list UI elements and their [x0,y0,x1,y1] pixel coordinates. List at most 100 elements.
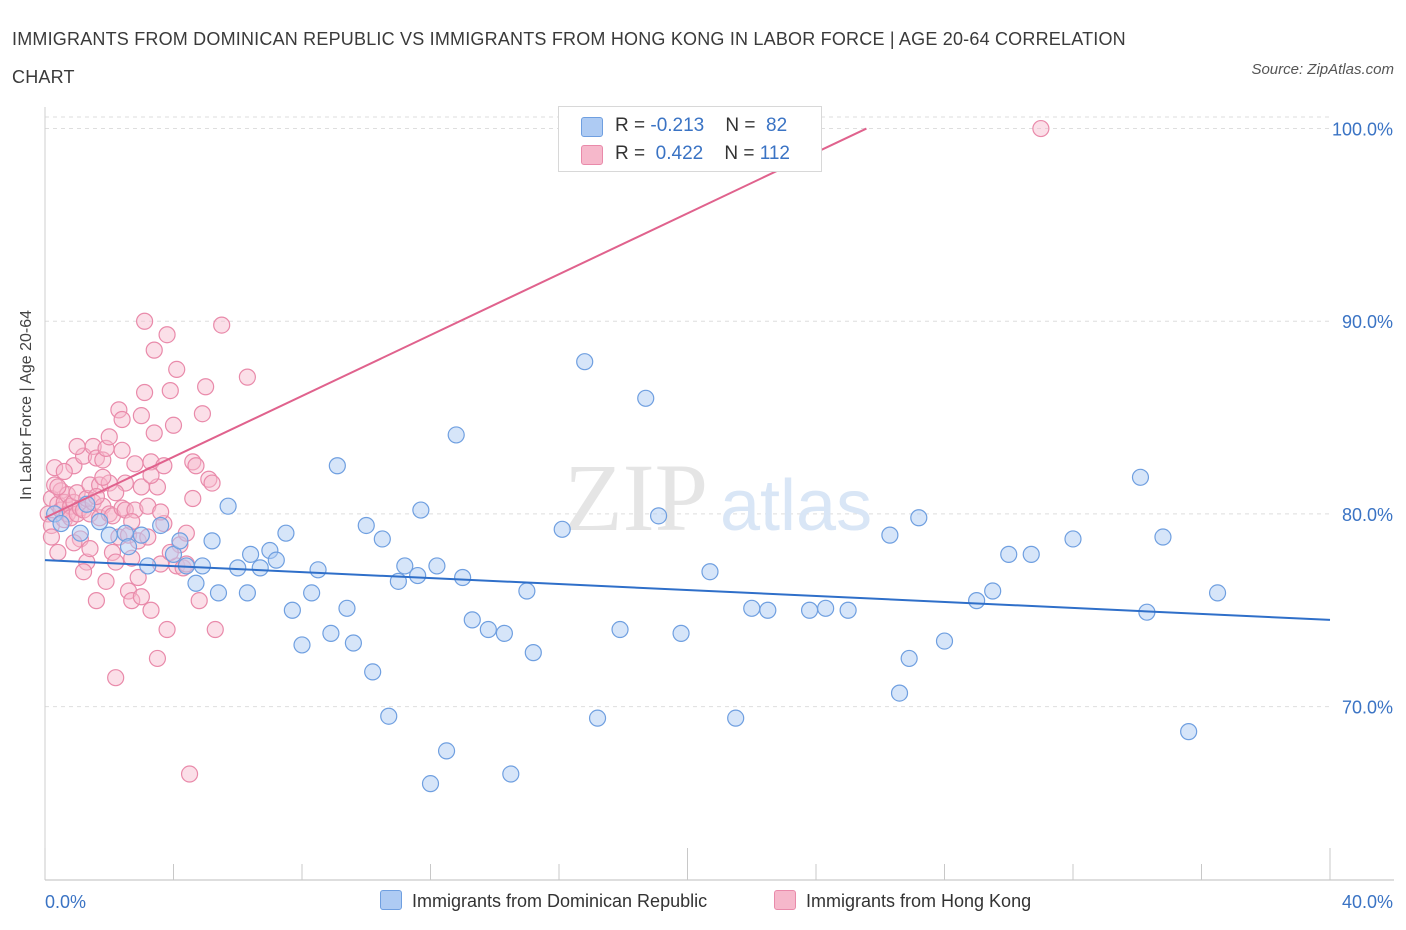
data-point-dominican [187,574,205,592]
chart-source: Source: ZipAtlas.com [1251,61,1394,78]
data-point-hong-kong [142,601,160,619]
data-point-dominican [968,592,986,610]
data-point-hong-kong [158,326,176,344]
legend-r-value-blue: -0.213 [650,115,705,136]
data-point-dominican [428,557,446,575]
data-point-hong-kong [168,360,186,379]
data-point-hong-kong [126,455,144,473]
data-point-dominican [238,584,256,602]
data-point-dominican [1064,530,1082,548]
data-point-dominican [495,624,513,642]
data-point-dominican [171,532,189,550]
data-point-hong-kong [107,669,125,687]
data-point-hong-kong [110,401,128,419]
data-point-hong-kong [49,543,67,562]
data-point-hong-kong [107,553,125,571]
data-point-dominican [52,514,70,533]
data-point-dominican [380,707,398,725]
legend-swatch-pink [581,145,603,165]
y-tick-label: 90.0% [1342,312,1393,332]
data-point-dominican [479,620,497,639]
data-point-dominican [447,426,465,444]
series-dominican-points [46,353,1227,793]
data-point-dominican [322,624,340,642]
data-point-hong-kong [68,437,86,456]
data-point-dominican [100,526,118,544]
data-point-dominican [881,526,899,544]
legend-r-label: R = [615,115,651,136]
data-point-dominican [611,620,629,639]
data-point-dominican [242,545,260,563]
trend-lines [44,127,1331,621]
data-point-dominican [209,584,228,602]
bottom-legend-swatch-blue [380,890,402,910]
bottom-legend-label-dominican: Immigrants from Dominican Republic [412,891,708,911]
data-point-hong-kong [46,459,64,477]
data-point-hong-kong [161,382,179,400]
data-point-dominican [984,582,1002,600]
data-point-hong-kong [94,468,112,486]
data-point-dominican [454,568,472,587]
data-point-hong-kong [197,378,215,396]
data-point-hong-kong [113,441,131,459]
data-point-dominican [576,353,594,371]
data-point-dominican [1131,468,1150,486]
data-point-hong-kong [97,572,115,590]
data-point-hong-kong [49,478,67,496]
data-point-hong-kong [193,405,212,423]
data-point-dominican [91,513,109,531]
data-point-dominican [890,684,909,702]
series-hong-kong-points [39,119,1050,783]
data-point-hong-kong [100,428,118,446]
data-point-dominican [303,584,321,602]
data-point-dominican [71,524,89,542]
trend-line-dominican [44,559,1331,621]
watermark-zip: ZIP [564,444,708,551]
data-point-hong-kong [135,312,154,330]
data-point-dominican [524,644,542,662]
data-point-dominican [132,526,150,544]
data-point-hong-kong [123,592,141,610]
data-point-dominican [701,563,719,581]
data-point-hong-kong [164,416,183,434]
data-point-dominican [328,457,346,475]
data-point-hong-kong [187,457,205,475]
data-point-hong-kong [74,563,93,581]
data-point-dominican [1000,545,1018,563]
data-point-hong-kong [87,592,106,610]
data-point-dominican [396,557,414,575]
data-point-dominican [373,530,391,548]
data-point-dominican [759,601,777,619]
y-tick-label: 70.0% [1342,698,1393,718]
bottom-legend-label-hong-kong: Immigrants from Hong Kong [806,891,1032,911]
data-point-dominican [219,497,237,515]
data-point-hong-kong [42,528,61,546]
data-point-dominican [251,559,269,577]
legend-r-label: R = [615,143,651,164]
data-point-dominican [283,601,301,619]
data-point-dominican [437,742,456,760]
data-point-dominican [357,516,375,535]
data-point-dominican [800,601,819,619]
bottom-legend-hong-kong: Immigrants from Hong Kong [774,890,1031,912]
data-point-dominican [412,501,430,519]
data-point-hong-kong [132,588,150,606]
data-point-dominican [817,599,835,617]
data-point-dominican [672,624,690,642]
data-point-dominican [309,561,327,579]
legend-swatch-blue [581,117,603,137]
data-point-hong-kong [213,316,231,334]
data-point-dominican [588,709,607,727]
data-point-dominican [727,709,745,727]
data-point-hong-kong [184,489,202,508]
data-point-dominican [839,601,857,619]
data-point-hong-kong [113,410,131,429]
data-point-dominican [900,649,918,668]
data-point-dominican [1154,528,1172,546]
data-point-dominican [1208,584,1227,602]
data-point-dominican [637,389,655,407]
data-point-dominican [119,538,138,556]
watermark-atlas: atlas [720,466,872,546]
data-point-dominican [203,532,221,550]
